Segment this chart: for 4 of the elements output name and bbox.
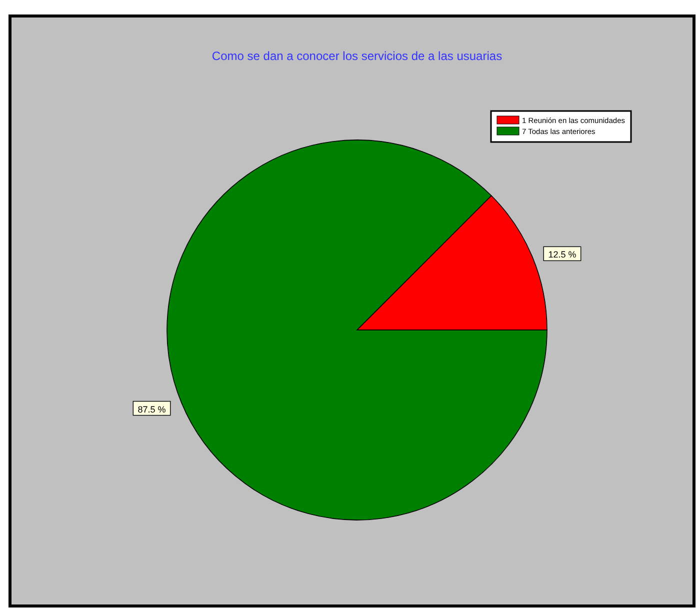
pie-slice bbox=[166, 140, 548, 520]
data-label: 87.5 % bbox=[138, 404, 166, 414]
data-label: 12.5 % bbox=[548, 250, 576, 260]
chart-title: Como se dan a conocer los servicios de a las usuarias bbox=[212, 49, 502, 63]
